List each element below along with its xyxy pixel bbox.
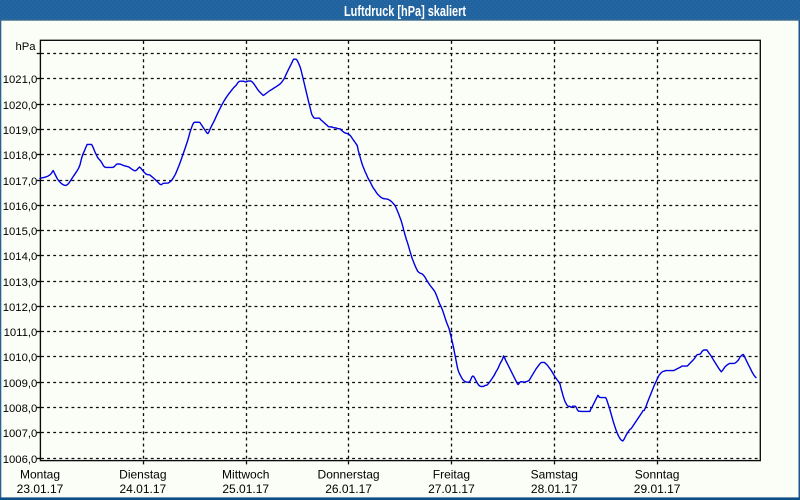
svg-text:Samstag: Samstag [531,468,578,482]
svg-text:1020,0: 1020,0 [3,100,38,112]
svg-text:1011,0: 1011,0 [4,327,38,339]
svg-text:1009,0: 1009,0 [3,378,38,390]
svg-text:Donnerstag: Donnerstag [318,468,380,482]
svg-text:Dienstag: Dienstag [119,468,166,482]
svg-text:1013,0: 1013,0 [3,277,38,289]
svg-text:28.01.17: 28.01.17 [531,482,578,496]
svg-text:1007,0: 1007,0 [3,428,38,440]
svg-text:23.01.17: 23.01.17 [17,482,64,496]
svg-text:1019,0: 1019,0 [3,125,38,137]
svg-text:Montag: Montag [20,468,60,482]
svg-text:Freitag: Freitag [433,468,470,482]
svg-text:1012,0: 1012,0 [3,302,38,314]
svg-text:25.01.17: 25.01.17 [222,482,269,496]
svg-text:1021,0: 1021,0 [3,74,38,86]
svg-text:1010,0: 1010,0 [3,352,38,364]
svg-text:1008,0: 1008,0 [3,403,38,415]
svg-text:Sonntag: Sonntag [635,468,680,482]
svg-text:hPa: hPa [15,41,36,53]
svg-text:29.01.17: 29.01.17 [634,482,681,496]
svg-text:1018,0: 1018,0 [3,150,38,162]
svg-text:24.01.17: 24.01.17 [120,482,167,496]
svg-text:1006,0: 1006,0 [3,454,38,466]
svg-text:1016,0: 1016,0 [3,201,38,213]
svg-text:Mittwoch: Mittwoch [222,468,269,482]
svg-text:1015,0: 1015,0 [3,226,38,238]
svg-text:26.01.17: 26.01.17 [325,482,372,496]
svg-text:1017,0: 1017,0 [3,176,38,188]
svg-text:1014,0: 1014,0 [3,251,38,263]
svg-text:Luftdruck [hPa] skaliert: Luftdruck [hPa] skaliert [344,3,466,20]
svg-text:27.01.17: 27.01.17 [428,482,475,496]
